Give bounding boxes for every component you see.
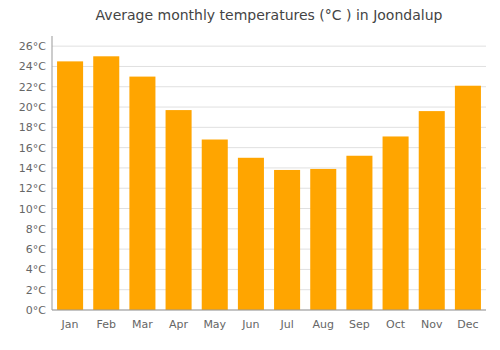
chart-container: Average monthly temperatures (°C ) in Jo…	[0, 0, 500, 350]
title: Average monthly temperatures (°C ) in Jo…	[96, 7, 443, 23]
y-tick-label: 16°C	[19, 142, 46, 155]
y-tick-label: 14°C	[19, 162, 46, 175]
x-tick-label: Jan	[61, 318, 79, 331]
y-tick-label: 22°C	[19, 81, 46, 94]
x-tick-label: Nov	[421, 318, 443, 331]
y-tick-label: 12°C	[19, 182, 46, 195]
x-tick-label: Sep	[349, 318, 370, 331]
y-tick-label: 26°C	[19, 40, 46, 53]
x-tick-label: Oct	[386, 318, 406, 331]
bar	[274, 170, 300, 310]
x-tick-label: Feb	[97, 318, 116, 331]
bar	[383, 136, 409, 310]
x-tick-label: May	[203, 318, 226, 331]
y-tick-label: 10°C	[19, 203, 46, 216]
y-tick-label: 0°C	[26, 304, 46, 317]
bar	[238, 158, 264, 310]
y-tick-label: 8°C	[26, 223, 46, 236]
grid-line	[52, 310, 486, 311]
grid-line	[52, 46, 486, 47]
bar	[166, 110, 192, 310]
bar	[310, 169, 336, 310]
y-tick-label: 2°C	[26, 284, 46, 297]
bar	[346, 156, 372, 310]
x-tick-label: Jun	[241, 318, 259, 331]
y-axis-line	[52, 36, 53, 310]
bars	[57, 56, 481, 310]
bar	[129, 77, 155, 310]
y-tick-label: 20°C	[19, 101, 46, 114]
bar	[202, 140, 228, 310]
bar	[455, 86, 481, 310]
y-axis: 0°C 2°C 4°C 6°C 8°C 10°C 12°C 14°C 16°C 18°C 20°C 2…	[19, 40, 486, 317]
chart-svg: Average monthly temperatures (°C ) in Jo…	[0, 0, 500, 350]
y-tick-label: 4°C	[26, 263, 46, 276]
x-axis-line	[52, 310, 486, 311]
y-tick-label: 6°C	[26, 243, 46, 256]
bar	[57, 61, 83, 310]
x-axis: Jan Feb Mar Apr May Jun Jul Aug Sep Oct Nov Dec	[61, 318, 479, 331]
bar	[93, 56, 119, 310]
bar	[419, 111, 445, 310]
x-tick-label: Dec	[457, 318, 478, 331]
y-tick-label: 24°C	[19, 60, 46, 73]
x-tick-label: Mar	[132, 318, 153, 331]
x-tick-label: Aug	[313, 318, 334, 331]
x-tick-label: Jul	[279, 318, 293, 331]
x-tick-label: Apr	[169, 318, 189, 331]
y-tick-label: 18°C	[19, 121, 46, 134]
